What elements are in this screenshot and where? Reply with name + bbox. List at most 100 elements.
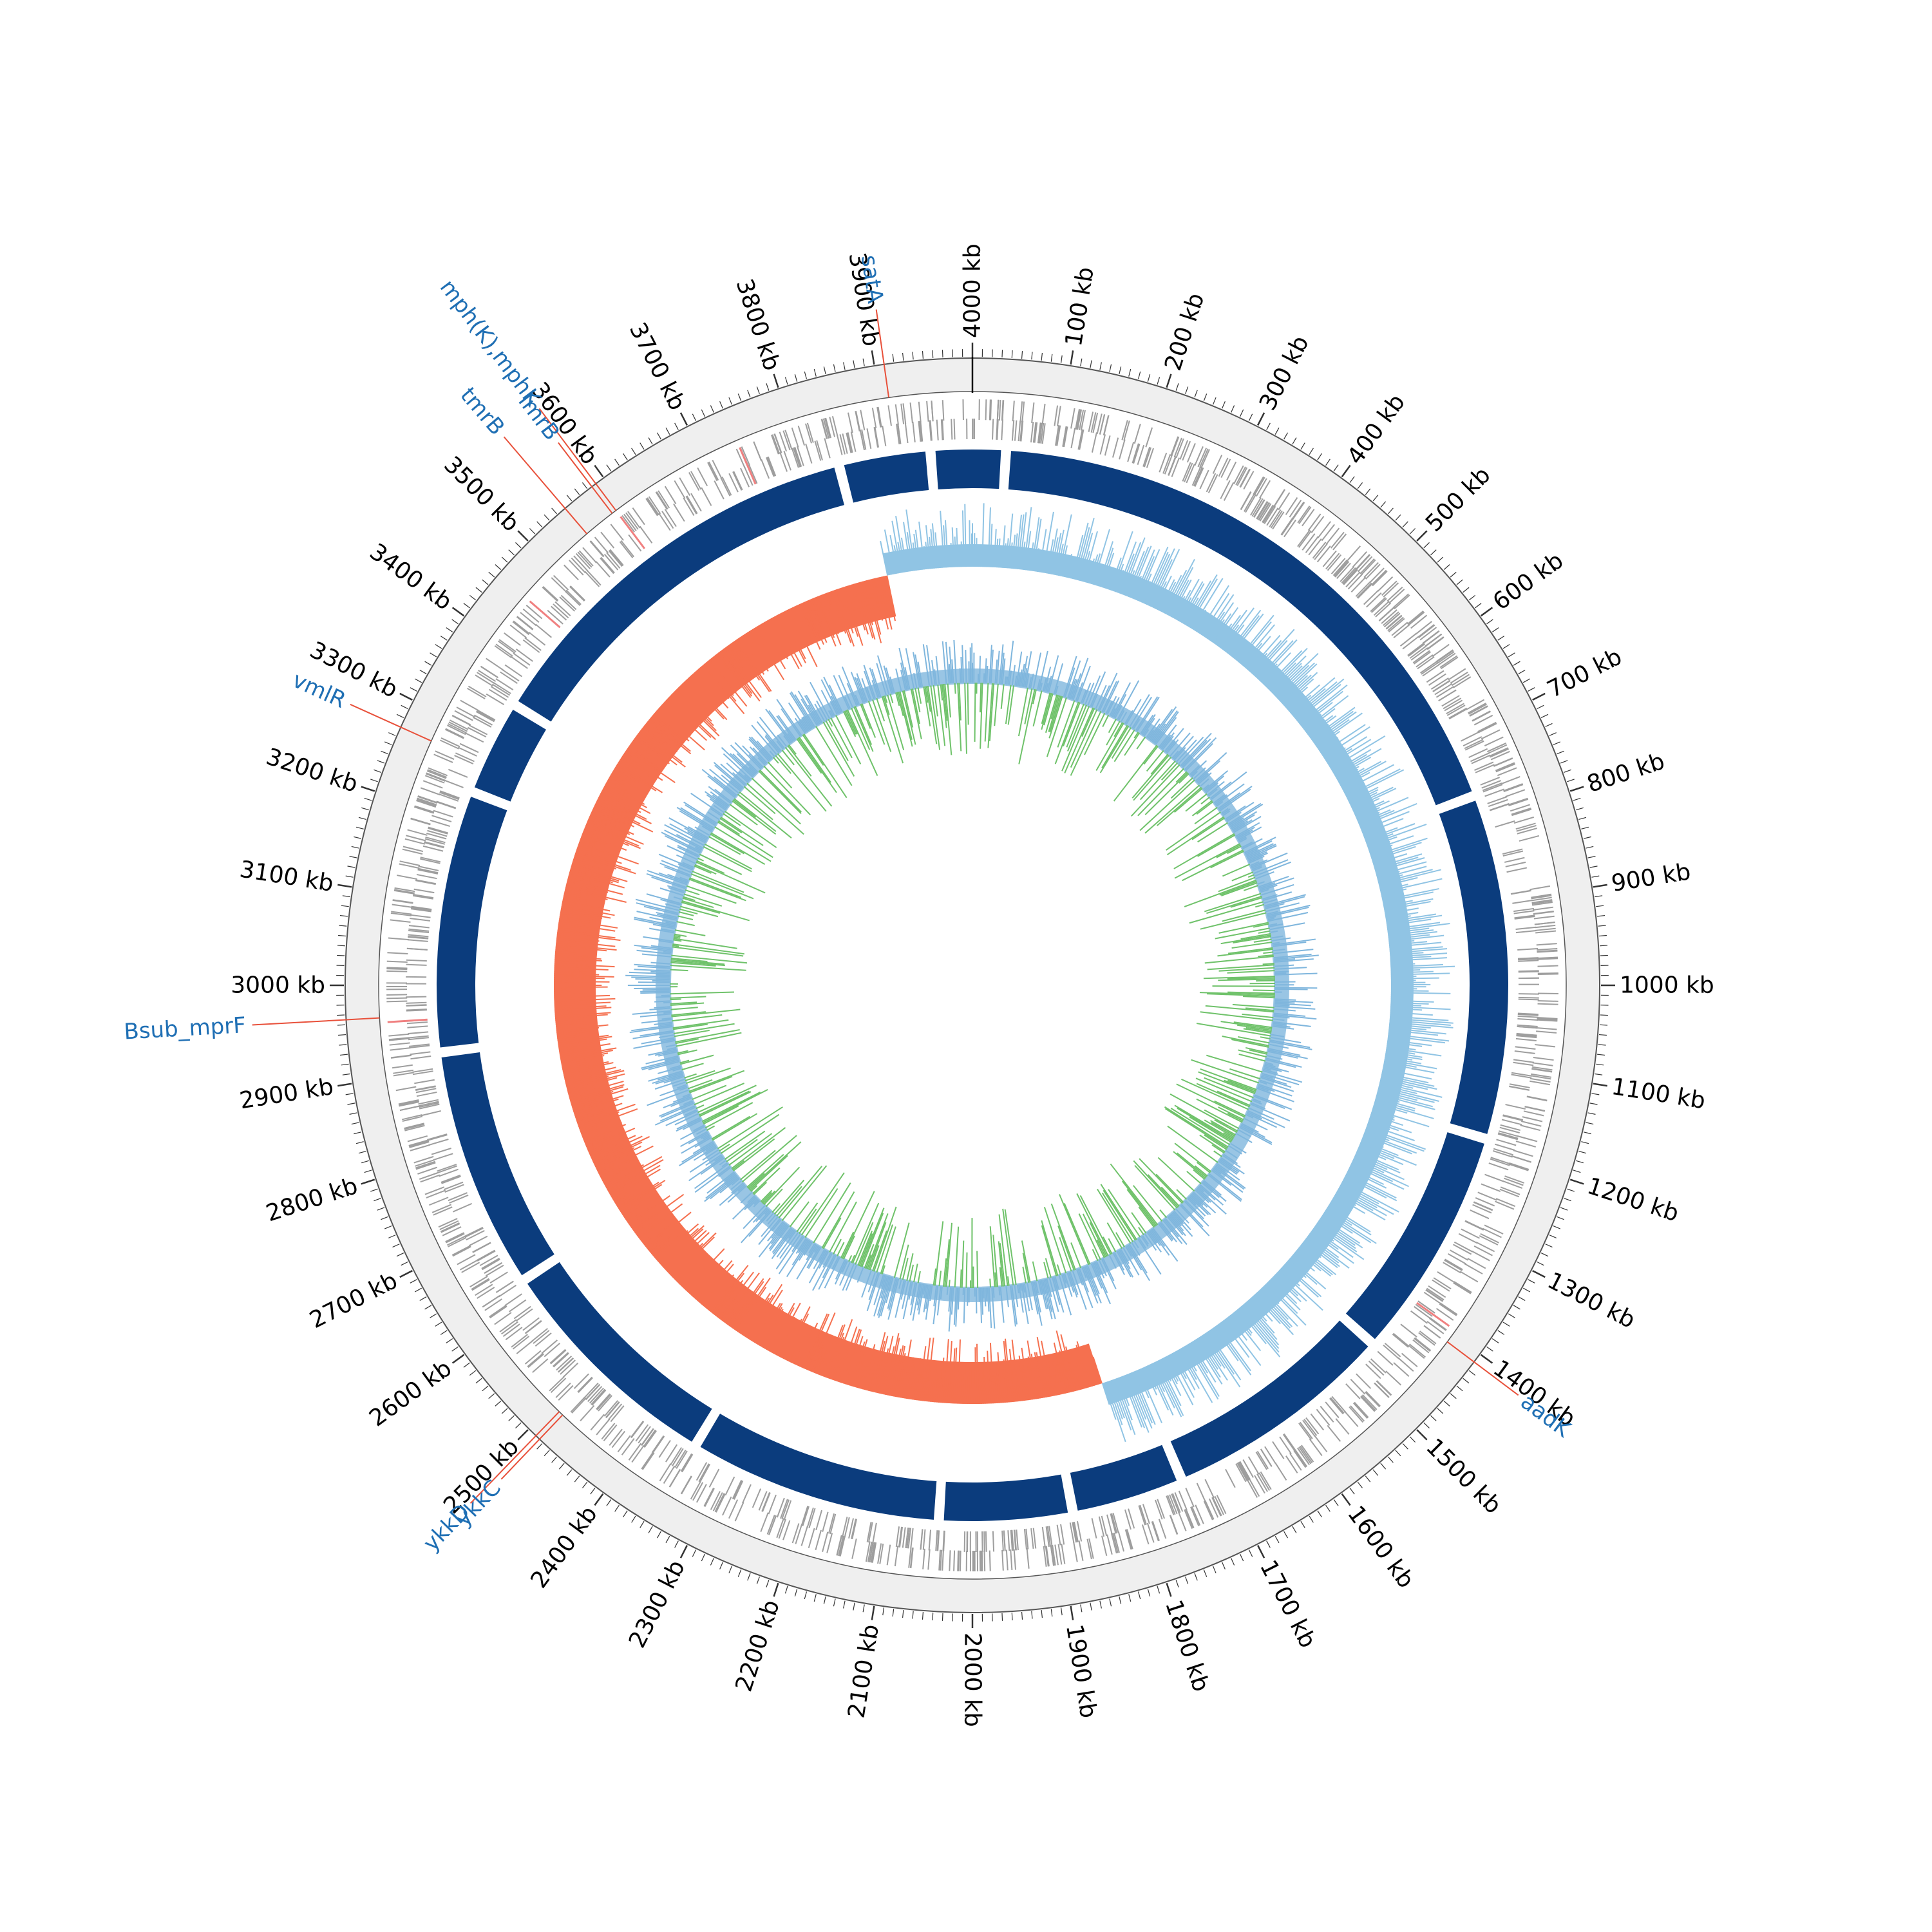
gc-skew-spike — [1218, 876, 1256, 893]
cds-tick — [902, 403, 907, 424]
minor-tick — [374, 1198, 381, 1202]
gc-skew-spike — [998, 1241, 1004, 1287]
gc-content-spike — [1380, 1077, 1428, 1090]
gc-skew-spike — [1041, 1225, 1057, 1276]
gc-skew-spike — [648, 1061, 680, 1070]
gc-skew-spike — [743, 1205, 766, 1229]
gc-content-spike — [813, 1350, 824, 1374]
cds-tick — [486, 658, 504, 671]
cds-tick — [1392, 1332, 1410, 1347]
gc-skew-spike — [942, 641, 947, 684]
gc-content-spike — [659, 1227, 699, 1264]
cds-tick — [1073, 1541, 1078, 1562]
cds-tick — [1439, 1303, 1457, 1316]
minor-tick — [813, 1594, 817, 1602]
cds-tick — [1302, 533, 1316, 551]
cds-tick — [595, 561, 611, 578]
gc-skew-spike — [876, 697, 886, 722]
gc-skew-spike — [799, 721, 807, 733]
major-tick — [1070, 1605, 1074, 1620]
gc-content-spike — [1387, 1045, 1416, 1051]
cds-tick — [1124, 1529, 1132, 1550]
gc-content-spike — [1048, 1361, 1057, 1396]
gc-skew-spike — [1173, 1151, 1206, 1179]
gc-skew-spike — [1106, 696, 1117, 715]
gc-content-spike — [1363, 830, 1378, 837]
gc-skew-spike — [1195, 1188, 1211, 1203]
cds-tick — [410, 908, 431, 913]
gc-skew-spike — [927, 685, 938, 744]
gc-skew-spike — [804, 1188, 838, 1238]
gc-content-spike — [1387, 927, 1430, 934]
gc-skew-spike — [772, 1227, 792, 1253]
gc-content-spike — [1303, 1240, 1338, 1269]
gc-skew-spike — [1162, 1220, 1183, 1244]
cds-tick — [1270, 510, 1283, 529]
gc-skew-spike — [808, 1247, 822, 1269]
cds-tick — [1513, 907, 1535, 913]
gc-skew-spike — [1032, 652, 1042, 689]
gc-skew-spike — [1181, 1078, 1249, 1110]
gc-content-spike — [596, 800, 633, 819]
gc-content-spike — [1294, 1251, 1311, 1265]
cds-tick — [522, 639, 540, 653]
gc-content-spike — [652, 714, 681, 739]
cds-tick — [500, 671, 518, 684]
gc-skew-spike — [1273, 1012, 1306, 1018]
gc-content-spike — [1379, 1083, 1417, 1095]
cds-tick — [918, 401, 922, 422]
cds-tick — [783, 1500, 792, 1520]
gc-skew-spike — [647, 1089, 689, 1106]
gc-content-spike — [1276, 1272, 1307, 1302]
cds-tick — [435, 750, 455, 760]
gc-skew-spike — [1252, 1099, 1262, 1105]
position-label: 600 kb — [1488, 547, 1568, 616]
cds-tick — [609, 549, 623, 567]
cds-tick — [412, 1070, 433, 1075]
minor-tick — [501, 556, 508, 563]
cds-tick — [1127, 442, 1135, 462]
gc-content-spike — [1199, 616, 1213, 635]
gc-content-spike — [1345, 768, 1401, 797]
cds-tick — [1534, 922, 1555, 925]
cds-tick — [1477, 723, 1497, 734]
cds-tick — [1470, 1209, 1490, 1220]
gc-content-spike — [753, 1323, 766, 1343]
gc-content-spike — [592, 1148, 620, 1162]
cds-tick — [409, 1043, 430, 1047]
position-label: 100 kb — [1061, 265, 1099, 348]
gc-content-spike — [566, 1073, 625, 1090]
gc-content-spike — [677, 1253, 708, 1284]
gc-skew-spike — [775, 1234, 801, 1270]
gc-content-spike — [994, 1371, 998, 1403]
gc-content-spike — [1032, 518, 1042, 572]
cds-tick — [392, 1064, 413, 1069]
gc-skew-spike — [705, 1102, 753, 1129]
cds-tick — [871, 408, 877, 429]
gc-content-spike — [1043, 1382, 1047, 1397]
gc-skew-spike — [1206, 895, 1262, 914]
gc-skew-spike — [1268, 912, 1309, 922]
gc-skew-spike — [1149, 1230, 1161, 1246]
cds-tick — [1365, 1363, 1381, 1379]
gc-content-spike — [727, 645, 741, 663]
minor-tick — [1060, 1607, 1063, 1616]
gc-skew-spike — [1250, 1103, 1291, 1122]
gc-skew-spike — [670, 1065, 681, 1070]
gc-skew-spike — [746, 782, 804, 835]
gc-content-spike — [1381, 888, 1407, 896]
cds-tick — [748, 464, 758, 484]
gc-content-spike — [555, 945, 607, 952]
position-label: 2600 kb — [365, 1355, 457, 1432]
gc-content-spike — [1126, 551, 1145, 597]
gc-skew-spike — [1178, 736, 1204, 764]
minor-tick — [1309, 448, 1314, 455]
cds-tick — [651, 1435, 665, 1454]
gc-skew-spike — [788, 702, 808, 732]
gc-content-spike — [1390, 1013, 1405, 1016]
gc-skew-spike — [1216, 844, 1241, 858]
minor-tick — [377, 1207, 385, 1211]
cds-tick — [388, 1037, 410, 1041]
gc-content-spike — [1081, 551, 1091, 582]
cds-tick — [1453, 676, 1472, 688]
